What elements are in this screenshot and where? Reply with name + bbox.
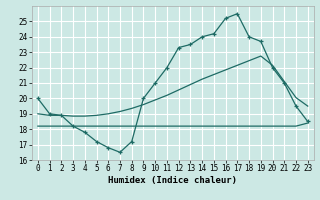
X-axis label: Humidex (Indice chaleur): Humidex (Indice chaleur)	[108, 176, 237, 185]
